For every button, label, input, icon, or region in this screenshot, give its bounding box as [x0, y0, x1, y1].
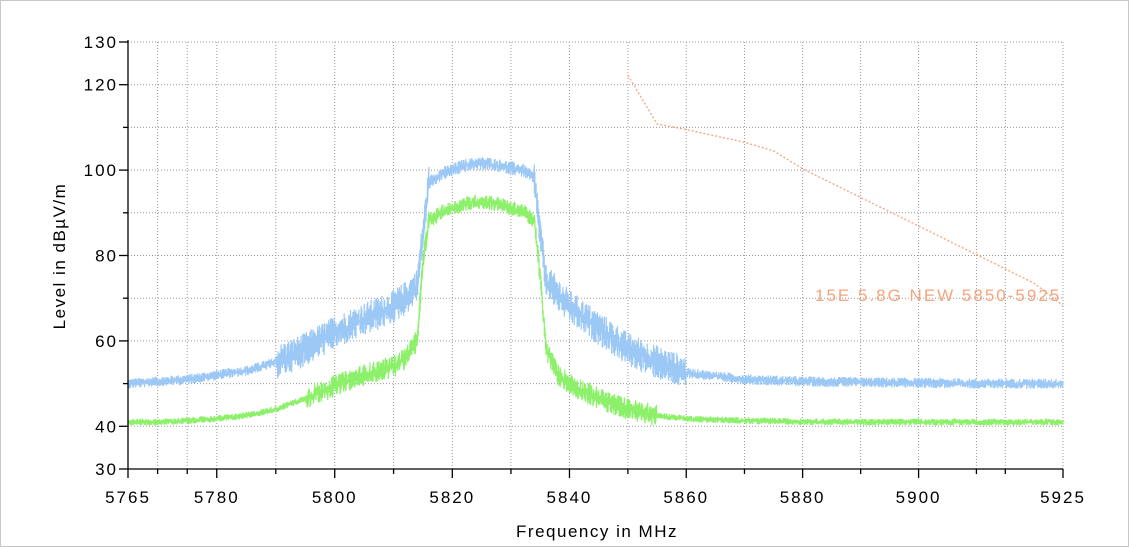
- y-tick-label: 40: [95, 417, 118, 436]
- x-tick-label: 5820: [429, 488, 475, 507]
- y-tick-label: 120: [84, 76, 118, 95]
- y-tick-label: 100: [84, 161, 118, 180]
- y-tick-label: 130: [84, 33, 118, 52]
- plot-area: [127, 74, 1064, 426]
- limit-line: [627, 74, 1064, 307]
- y-tick-label: 80: [95, 247, 118, 266]
- x-tick-label: 5880: [780, 488, 826, 507]
- peak-trace: [127, 157, 1064, 389]
- x-tick-label: 5925: [1040, 488, 1086, 507]
- x-axis-title: Frequency in MHz: [516, 522, 678, 541]
- y-axis-title: Level in dBµV/m: [50, 183, 69, 330]
- average-trace: [127, 194, 1064, 426]
- limit-line-label: 15E 5.8G NEW 5850-5925: [815, 286, 1061, 305]
- x-tick-label: 5860: [663, 488, 709, 507]
- x-tick-label: 5765: [105, 488, 151, 507]
- x-tick-label: 5780: [194, 488, 240, 507]
- labels: 15E 5.8G NEW 5850-5925 30 40 60 80 100 120 130 5…: [84, 33, 1086, 507]
- x-tick-label: 5840: [547, 488, 593, 507]
- y-tick-label: 60: [95, 332, 118, 351]
- x-tick-label: 5900: [896, 488, 942, 507]
- y-tick-label: 30: [95, 460, 118, 479]
- axes: [119, 40, 1064, 478]
- grid: [128, 41, 1064, 469]
- x-tick-label: 5800: [312, 488, 358, 507]
